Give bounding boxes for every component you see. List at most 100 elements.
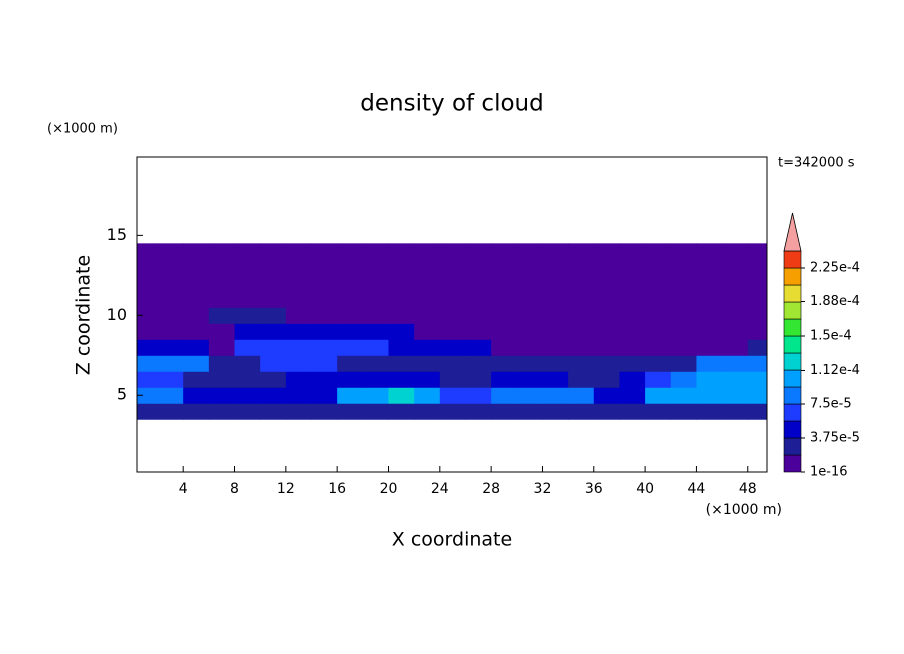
contour-cell — [388, 323, 415, 340]
contour-cell — [311, 259, 338, 276]
contour-cell — [645, 291, 672, 308]
x-tick-label: 4 — [179, 481, 188, 497]
contour-cell — [593, 259, 620, 276]
contour-cell — [414, 339, 441, 356]
contour-cell — [619, 355, 646, 372]
contour-cell — [439, 323, 466, 340]
contour-cell — [542, 259, 569, 276]
contour-cell — [747, 355, 767, 372]
contour-cell — [337, 339, 364, 356]
contour-cell — [362, 323, 389, 340]
contour-cell — [234, 339, 261, 356]
contour-cell — [439, 339, 466, 356]
contour-cell — [439, 275, 466, 292]
contour-cell — [208, 355, 236, 372]
contour-cell — [593, 371, 620, 388]
contour-cell — [491, 307, 518, 324]
colorbar-box — [783, 437, 802, 456]
contour-cell — [670, 355, 697, 372]
contour-cell — [696, 355, 723, 372]
contour-cell — [491, 243, 518, 260]
contour-cell — [722, 403, 749, 420]
contour-cell — [670, 291, 697, 308]
contour-cell — [645, 387, 672, 404]
contour-cell — [183, 291, 210, 308]
time-annotation: t=342000 s — [778, 156, 855, 171]
contour-cell — [747, 291, 767, 308]
contour-cell — [568, 371, 595, 388]
contour-cell — [696, 243, 723, 260]
contour-cell — [285, 291, 313, 308]
contour-cell — [516, 307, 543, 324]
contour-cell — [157, 387, 184, 404]
contour-cell — [414, 259, 441, 276]
contour-cell — [337, 291, 364, 308]
x-tick-label: 16 — [328, 481, 346, 497]
x-tick-label: 32 — [534, 481, 552, 497]
colorbar-extend — [783, 212, 802, 252]
contour-cell — [491, 259, 518, 276]
contour-cell — [362, 355, 389, 372]
contour-cell — [137, 387, 159, 404]
contour-cell — [516, 339, 543, 356]
contour-cell — [542, 291, 569, 308]
contour-cell — [260, 291, 287, 308]
contour-cell — [568, 403, 595, 420]
contour-cell — [157, 355, 184, 372]
y-tick-label: 15 — [107, 225, 127, 244]
contour-cell — [414, 291, 441, 308]
contour-cell — [260, 387, 287, 404]
colorbar-tick-label: 1.5e-4 — [810, 329, 852, 344]
contour-cell — [722, 323, 749, 340]
contour-cell — [311, 275, 338, 292]
contour-cell — [337, 403, 364, 420]
colorbar-box — [783, 250, 802, 269]
contour-cell — [337, 355, 364, 372]
contour-cell — [568, 243, 595, 260]
contour-cell — [208, 387, 236, 404]
contour-cell — [362, 403, 389, 420]
contour-cell — [619, 275, 646, 292]
contour-cell — [645, 339, 672, 356]
contour-cell — [491, 387, 518, 404]
contour-cell — [362, 291, 389, 308]
contour-cell — [465, 291, 492, 308]
contour-cell — [619, 387, 646, 404]
contour-cell — [311, 291, 338, 308]
contour-cell — [465, 307, 492, 324]
contour-cell — [747, 307, 767, 324]
contour-cell — [183, 339, 210, 356]
contour-cell — [157, 259, 184, 276]
contour-cell — [285, 387, 313, 404]
contour-cell — [670, 403, 697, 420]
contour-cell — [208, 403, 236, 420]
contour-cell — [337, 259, 364, 276]
contour-cell — [137, 275, 159, 292]
contour-cell — [362, 387, 389, 404]
contour-cell — [722, 371, 749, 388]
contour-cell — [137, 259, 159, 276]
contour-cell — [439, 387, 466, 404]
contour-cell — [722, 339, 749, 356]
contour-cell — [208, 323, 236, 340]
contour-cell — [388, 291, 415, 308]
contour-cell — [747, 403, 767, 420]
contour-cell — [491, 291, 518, 308]
contour-cell — [362, 259, 389, 276]
contour-cell — [137, 339, 159, 356]
colorbar-box — [783, 284, 802, 303]
colorbar-box — [783, 369, 802, 388]
contour-cell — [311, 355, 338, 372]
contour-cell — [619, 291, 646, 308]
contour-cell — [337, 387, 364, 404]
contour-cell — [645, 403, 672, 420]
contour-cell — [516, 275, 543, 292]
contour-cell — [183, 275, 210, 292]
contour-cell — [260, 371, 287, 388]
contour-cell — [208, 259, 236, 276]
contour-cell — [568, 259, 595, 276]
contour-cell — [696, 291, 723, 308]
contour-cell — [619, 243, 646, 260]
x-tick-label: 48 — [739, 481, 757, 497]
y-tick-label: 10 — [107, 305, 127, 324]
